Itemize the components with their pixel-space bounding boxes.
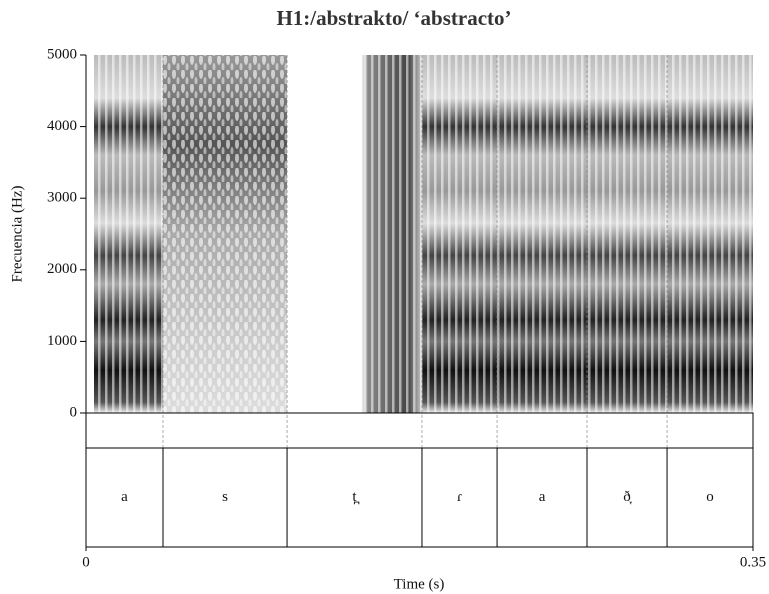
tier-empty (85, 412, 754, 449)
segment-label: o (706, 489, 714, 505)
spectrogram-texture (86, 55, 163, 413)
spectrogram-texture (287, 55, 422, 413)
chart-title: H1:/abstrakto/ ‘abstracto’ (276, 6, 511, 30)
y-tick-label: 3000 (47, 190, 77, 206)
spectrogram-texture (421, 55, 498, 413)
segment-label: t̪ (352, 489, 359, 505)
segment-label: ɾ (457, 489, 462, 505)
x-axis-label: Time (s) (394, 576, 445, 592)
annotation: a s t̪ ɾ a ð̞ o 0 1000 2000 3000 4000 5000 0 0.35 (47, 46, 766, 570)
spectrogram-texture (497, 55, 588, 413)
segment-label: a (121, 489, 128, 505)
spectrogram (86, 55, 753, 413)
y-tick-label: 4000 (47, 118, 77, 134)
spectrogram-texture (162, 55, 288, 413)
y-tick-label: 1000 (47, 333, 77, 349)
y-tick-label: 2000 (47, 261, 77, 277)
tier-segments (85, 447, 754, 548)
x-tick-label: 0.35 (740, 554, 766, 570)
y-axis-label: Frecuencia (Hz) (9, 185, 25, 282)
segment-label: s (222, 489, 228, 505)
segment-label: ð̞ (623, 489, 633, 505)
y-tick-label: 5000 (47, 46, 77, 62)
spectrogram-texture (587, 55, 668, 413)
spectrogram-texture (667, 55, 753, 413)
x-tick-label: 0 (82, 554, 90, 570)
segment-label: a (539, 489, 546, 505)
y-tick-label: 0 (70, 404, 78, 420)
